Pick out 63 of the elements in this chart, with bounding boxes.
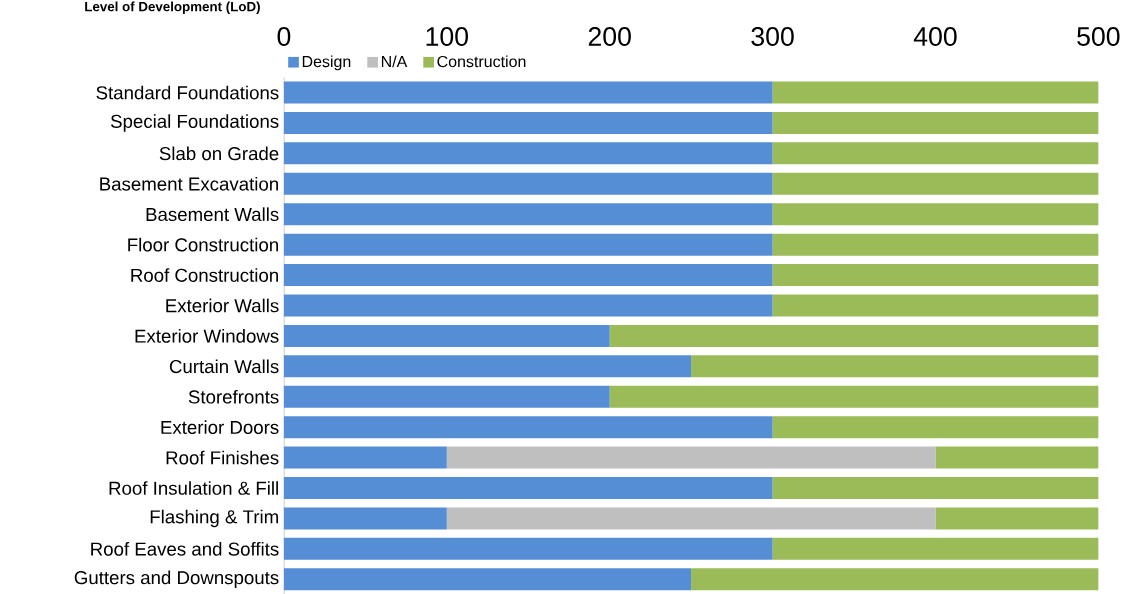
bar xyxy=(283,507,447,530)
x-axis-title: Level of Development (LoD) xyxy=(85,1,260,14)
x-tick-label: 0 xyxy=(277,26,291,46)
bar xyxy=(935,507,1099,530)
legend-label: N/A xyxy=(381,55,408,67)
bar xyxy=(283,111,773,134)
bar xyxy=(283,202,773,225)
y-tick-label: Roof Eaves and Soffits xyxy=(91,541,279,556)
y-tick-label: Flashing & Trim xyxy=(150,509,278,527)
bar xyxy=(283,81,773,104)
y-tick-label: Storefronts xyxy=(188,389,279,404)
x-tick-label: 100 xyxy=(426,26,468,46)
bar xyxy=(609,385,1099,408)
bar xyxy=(283,294,773,317)
bar xyxy=(772,263,1099,286)
y-tick-label: Basement Excavation xyxy=(100,176,278,191)
bar xyxy=(772,81,1099,104)
bar xyxy=(772,172,1099,195)
x-tick-label: 300 xyxy=(751,26,794,46)
bar xyxy=(772,415,1099,438)
bar xyxy=(609,324,1099,347)
y-tick-label: Basement Walls xyxy=(146,207,279,221)
y-tick-label: Floor Construction xyxy=(128,237,278,252)
y-tick-label: Curtain Walls xyxy=(169,359,279,373)
bar xyxy=(691,568,1099,591)
bar xyxy=(283,476,773,499)
bar xyxy=(283,263,773,286)
bar xyxy=(283,415,773,438)
bar xyxy=(283,446,447,469)
y-tick-label: Roof Construction xyxy=(131,267,278,282)
bar xyxy=(772,202,1099,225)
legend-label: Construction xyxy=(437,55,526,67)
bar xyxy=(283,142,773,165)
bar xyxy=(283,537,773,560)
bar xyxy=(283,568,692,591)
y-tick-label: Gutters and Downspouts xyxy=(74,570,279,588)
y-tick-label: Roof Finishes xyxy=(166,450,279,465)
bar xyxy=(772,233,1099,256)
bar xyxy=(283,385,610,408)
bar xyxy=(772,142,1099,165)
y-tick-label: Slab on Grade xyxy=(159,146,279,160)
legend-label: Design xyxy=(302,55,351,71)
bar xyxy=(446,446,936,469)
y-tick-label: Exterior Doors xyxy=(161,420,279,434)
bar xyxy=(283,233,773,256)
bar xyxy=(772,476,1099,499)
x-tick-label: 400 xyxy=(913,26,957,46)
y-tick-label: Roof Insulation & Fill xyxy=(109,480,278,495)
x-tick-label: 200 xyxy=(588,26,631,46)
y-tick-label: Exterior Windows xyxy=(135,328,279,343)
bar xyxy=(446,507,936,530)
y-tick-label: Standard Foundations xyxy=(96,85,279,100)
bar xyxy=(772,111,1099,134)
bar xyxy=(935,446,1099,469)
bar xyxy=(691,355,1099,378)
bar xyxy=(772,294,1099,317)
bar xyxy=(772,537,1099,560)
bar xyxy=(283,355,692,378)
y-tick-label: Exterior Walls xyxy=(166,298,279,313)
y-tick-label: Special Foundations xyxy=(110,114,279,132)
bar xyxy=(283,324,610,347)
bar xyxy=(283,172,773,195)
x-tick-label: 500 xyxy=(1077,26,1120,46)
